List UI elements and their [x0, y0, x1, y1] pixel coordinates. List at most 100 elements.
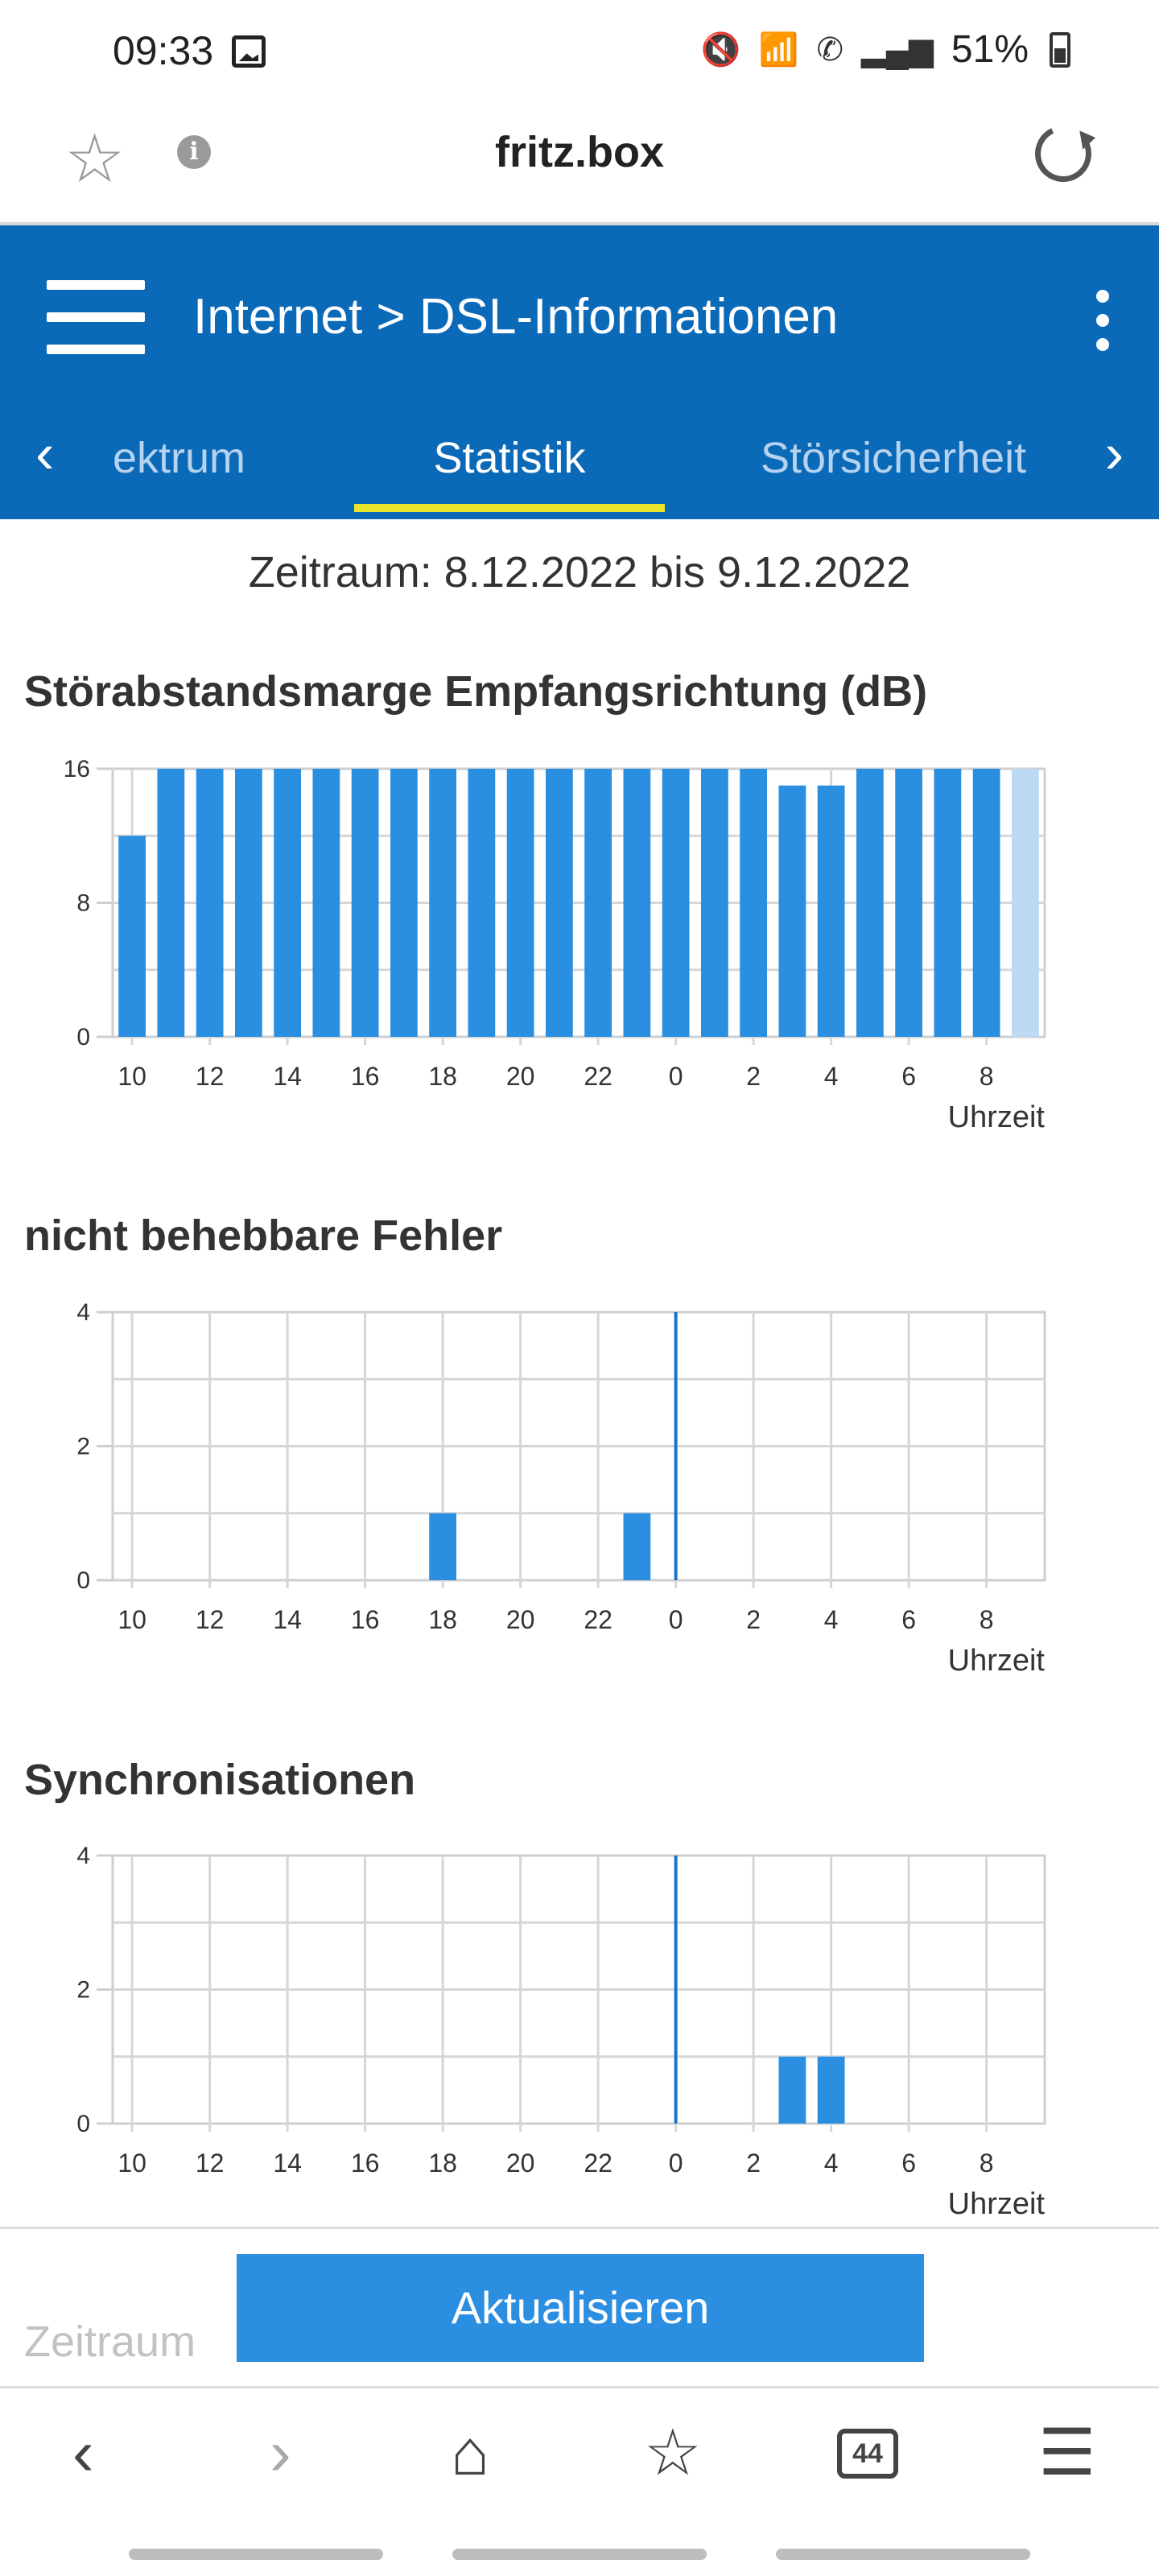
zeitraum-label: Zeitraum [24, 2318, 196, 2366]
breadcrumb: Internet > DSL-Informationen [193, 289, 839, 345]
y-tick-label: 4 [76, 1843, 90, 1869]
bar [700, 769, 728, 1037]
chart-synchronisations: 0 2 4 10 12 14 16 18 20 22 0 2 4 6 8 Uhrzeit [76, 1843, 1046, 2221]
bar [196, 769, 224, 1037]
menu-icon[interactable]: ☰ [1038, 2417, 1096, 2488]
bar [351, 769, 379, 1037]
tabs-icon[interactable]: 44 [837, 2429, 898, 2479]
chart-uncorrectable-errors: 0 2 4 10 12 14 16 18 20 22 0 2 4 6 8 Uhrzeit [76, 1299, 1046, 1678]
x-tick-label: 2 [746, 2149, 761, 2178]
x-tick-label: 6 [901, 1062, 916, 1091]
bar [856, 769, 884, 1037]
x-tick-label: 0 [669, 1062, 683, 1091]
y-tick-label: 0 [76, 2111, 90, 2137]
bar [468, 769, 496, 1037]
x-tick-label: 16 [351, 2149, 380, 2178]
status-bar: 09:33 🔇 📶 ✆ ▂▄▆ 51% [0, 0, 1159, 105]
x-tick-label: 20 [506, 2149, 535, 2178]
x-tick-label: 14 [273, 1605, 302, 1634]
forward-icon[interactable]: › [270, 2417, 291, 2488]
tab-statistik[interactable]: Statistik [433, 434, 586, 482]
period-text: Zeitraum: 8.12.2022 bis 9.12.2022 [248, 548, 911, 597]
gesture-bar-right [776, 2549, 1030, 2560]
x-tick-label: 16 [351, 1605, 380, 1634]
x-tick-label: 8 [980, 2149, 994, 2178]
image-icon [232, 35, 266, 68]
x-tick-label: 16 [351, 1062, 380, 1091]
tab-spektrum[interactable]: ektrum [113, 434, 246, 482]
x-tick-label: 8 [980, 1605, 994, 1634]
bar [778, 785, 806, 1037]
x-tick-label: 12 [196, 1605, 225, 1634]
tab-stoersicherheit[interactable]: Störsicherheit [761, 434, 1027, 482]
bar [157, 769, 185, 1037]
x-axis-label: Uhrzeit [948, 1100, 1046, 1134]
battery-percent: 51% [951, 28, 1029, 71]
bar [312, 769, 340, 1037]
home-icon[interactable]: ⌂ [451, 2417, 490, 2488]
x-tick-label: 14 [273, 1062, 302, 1091]
browser-nav-bar: ‹ › ⌂ ☆ 44 ☰ [0, 2386, 1159, 2531]
x-tick-label: 20 [506, 1062, 535, 1091]
refresh-button[interactable]: Aktualisieren [237, 2254, 924, 2362]
bar [740, 769, 768, 1037]
bar [662, 769, 690, 1037]
x-tick-label: 12 [196, 1062, 225, 1091]
info-icon[interactable]: i [177, 135, 211, 169]
chart-title-sync: Synchronisationen [24, 1756, 416, 1804]
chevron-right-icon[interactable]: › [1104, 422, 1124, 485]
bar [817, 785, 845, 1037]
divider [0, 2227, 1159, 2229]
chevron-left-icon[interactable]: ‹ [35, 422, 55, 485]
x-tick-label: 18 [428, 1062, 457, 1091]
active-tab-indicator [354, 504, 665, 512]
url-field[interactable]: fritz.box [495, 128, 664, 176]
hamburger-menu-icon[interactable] [47, 280, 145, 354]
bar [778, 2056, 806, 2124]
bar [817, 2056, 845, 2124]
x-tick-label: 12 [196, 2149, 225, 2178]
bookmarks-icon[interactable]: ☆ [644, 2417, 702, 2488]
x-tick-label: 2 [746, 1605, 761, 1634]
x-tick-label: 4 [824, 2149, 839, 2178]
bar [1011, 769, 1039, 1037]
signal-icon: ▂▄▆ [861, 31, 934, 68]
chart-title-errors: nicht behebbare Fehler [24, 1212, 503, 1260]
gesture-bar-center [452, 2549, 707, 2560]
bar [506, 769, 534, 1037]
x-tick-label: 20 [506, 1605, 535, 1634]
y-tick-label: 0 [76, 1024, 90, 1051]
y-tick-label: 4 [76, 1299, 90, 1326]
wifi-call-icon: 📶 [758, 32, 799, 68]
y-tick-label: 2 [76, 1434, 90, 1460]
x-tick-label: 10 [118, 2149, 146, 2178]
y-tick-label: 8 [76, 890, 90, 917]
bar [895, 769, 923, 1037]
x-tick-label: 14 [273, 2149, 302, 2178]
call-icon: ✆ [816, 31, 844, 68]
x-tick-label: 22 [584, 1062, 612, 1091]
x-tick-label: 2 [746, 1062, 761, 1091]
bar [545, 769, 573, 1037]
x-axis-label: Uhrzeit [948, 1644, 1046, 1678]
tab-bar: ‹ ektrum Statistik Störsicherheit › [0, 409, 1159, 519]
bar [584, 769, 612, 1037]
browser-toolbar: ☆ i fritz.box [0, 105, 1159, 225]
mute-icon: 🔇 [700, 32, 741, 68]
bar [934, 769, 962, 1037]
x-tick-label: 6 [901, 1605, 916, 1634]
star-icon[interactable]: ☆ [64, 121, 126, 196]
status-indicators: 🔇 📶 ✆ ▂▄▆ 51% [701, 27, 1070, 72]
more-options-icon[interactable] [1096, 290, 1109, 362]
battery-icon [1050, 31, 1070, 68]
bar [972, 769, 1000, 1037]
y-tick-label: 0 [76, 1567, 90, 1594]
x-tick-label: 18 [428, 1605, 457, 1634]
bar [274, 769, 302, 1037]
bar [390, 769, 418, 1037]
x-tick-label: 4 [824, 1605, 839, 1634]
bar [234, 769, 262, 1037]
x-tick-label: 0 [669, 1605, 683, 1634]
bar [623, 769, 651, 1037]
back-icon[interactable]: ‹ [72, 2417, 94, 2488]
